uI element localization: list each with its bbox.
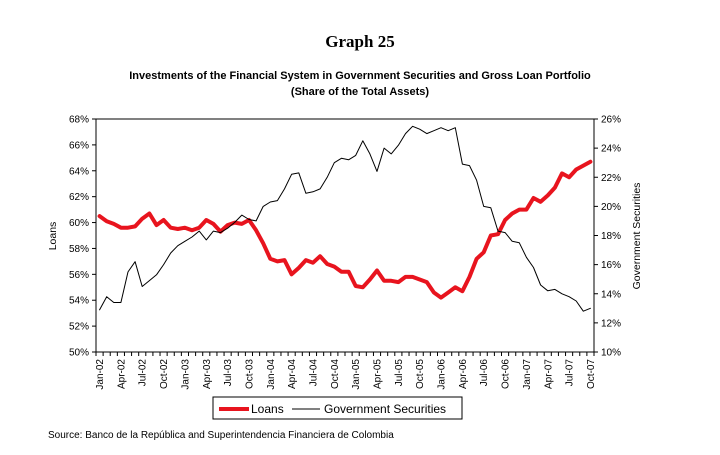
left-tick-label: 50% — [69, 348, 89, 359]
x-tick-label: Apr-02 — [116, 359, 127, 389]
x-tick-label: Jul-03 — [223, 359, 234, 387]
series-line-government-securities — [99, 125, 591, 312]
right-tick-label: 22% — [601, 173, 621, 184]
x-tick-label: Jul-04 — [308, 359, 319, 387]
x-tick-label: Jan-06 — [437, 359, 448, 390]
x-tick-label: Apr-05 — [373, 359, 384, 389]
right-tick-label: 26% — [601, 115, 621, 126]
left-tick-label: 58% — [69, 244, 89, 255]
left-tick-label: 66% — [69, 140, 89, 151]
axes — [95, 118, 595, 353]
x-tick-label: Apr-04 — [287, 359, 298, 389]
series-lines — [97, 125, 593, 312]
left-tick-label: 52% — [69, 322, 89, 333]
x-tick-label: Jul-06 — [479, 359, 490, 387]
x-tick-label: Oct-07 — [586, 359, 597, 389]
x-tick-label: Oct-02 — [159, 359, 170, 389]
x-tick-label: Apr-06 — [458, 359, 469, 389]
x-tick-label: Apr-03 — [202, 359, 213, 389]
x-tick-label: Oct-03 — [244, 359, 255, 389]
left-tick-label: 64% — [69, 166, 89, 177]
legend: Loans Government Securities — [212, 396, 463, 420]
graph-label: Graph 25 — [325, 32, 395, 51]
right-tick-label: 10% — [601, 348, 621, 359]
x-tick-label: Oct-04 — [330, 359, 341, 389]
legend-box — [212, 396, 463, 420]
x-tick-label: Jan-02 — [95, 359, 106, 390]
chart-subtitle: (Share of the Total Assets) — [290, 86, 430, 98]
source-note: Source: Banco de la República and Superi… — [48, 430, 394, 441]
right-tick-label: 16% — [601, 260, 621, 271]
x-tick-label: Jan-03 — [180, 359, 191, 390]
x-tick-label: Jul-05 — [394, 359, 405, 387]
right-tick-label: 14% — [601, 289, 621, 300]
x-tick-label: Jul-07 — [565, 359, 576, 387]
left-axis-ticks: 50% 52% 54% 56% 58% 60% 62% 64% 66% 68% — [69, 115, 96, 359]
left-tick-label: 54% — [69, 296, 89, 307]
series-line-loans — [97, 159, 593, 300]
x-axis-ticks: Jan-02 Apr-02 Jul-02 Oct-02 Jan-03 Apr-03 Jul-… — [95, 352, 597, 390]
left-tick-label: 60% — [69, 218, 89, 229]
left-axis-title: Loans — [47, 222, 59, 251]
left-tick-label: 62% — [69, 192, 89, 203]
legend-label-loans: Loans — [251, 402, 284, 416]
left-tick-label: 68% — [69, 115, 89, 126]
plot-area — [95, 118, 595, 353]
left-tick-label: 56% — [69, 270, 89, 281]
right-axis-ticks: 10% 12% 14% 16% 18% 20% 22% 24% 26% — [594, 115, 621, 359]
x-tick-label: Oct-06 — [501, 359, 512, 389]
right-tick-label: 18% — [601, 231, 621, 242]
legend-label-government-securities: Government Securities — [324, 402, 446, 416]
right-tick-label: 20% — [601, 202, 621, 213]
x-tick-label: Apr-07 — [543, 359, 554, 389]
x-tick-label: Jan-05 — [351, 359, 362, 390]
right-tick-label: 24% — [601, 144, 621, 155]
right-axis-title: Government Securities — [631, 183, 643, 290]
x-tick-label: Jan-04 — [266, 359, 277, 390]
x-tick-label: Oct-05 — [415, 359, 426, 389]
x-tick-label: Jul-02 — [138, 359, 149, 387]
chart-title: Investments of the Financial System in G… — [129, 70, 591, 82]
right-tick-label: 12% — [601, 318, 621, 329]
x-tick-label: Jan-07 — [522, 359, 533, 390]
